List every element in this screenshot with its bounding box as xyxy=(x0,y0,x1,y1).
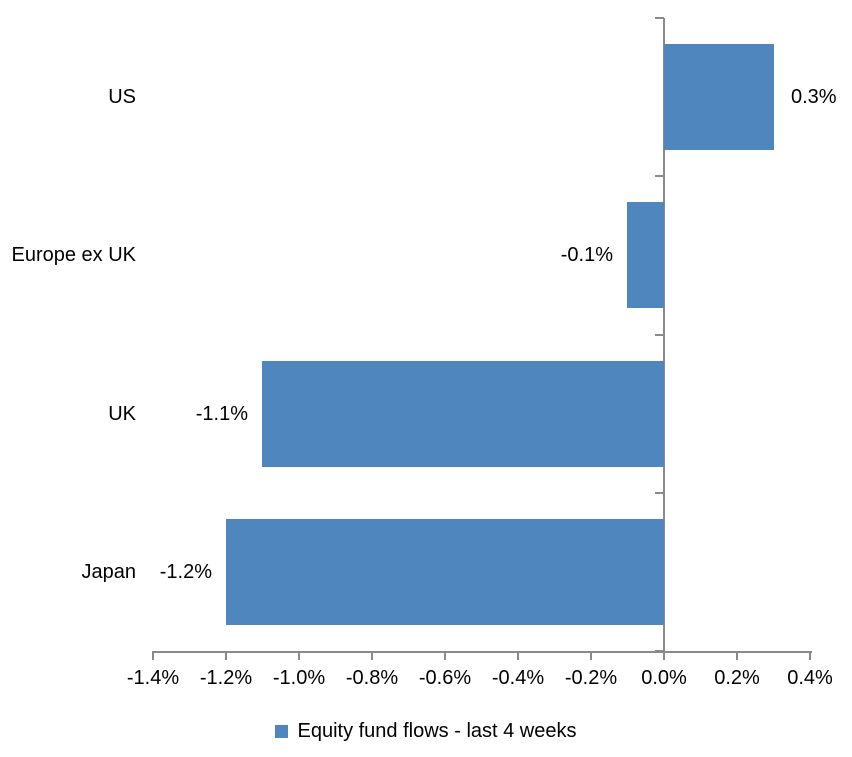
x-axis-tick-label: 0.4% xyxy=(787,667,833,689)
x-axis-tick-label: -1.0% xyxy=(272,667,326,689)
bar xyxy=(262,361,664,467)
y-axis-tick-mark xyxy=(655,334,664,336)
x-axis-tick-mark xyxy=(736,651,738,660)
data-label: -1.1% xyxy=(195,403,248,425)
x-axis-tick-label: 0.2% xyxy=(714,667,760,689)
data-label: -1.2% xyxy=(159,561,212,583)
y-axis-tick-mark xyxy=(655,492,664,494)
x-axis-line xyxy=(152,651,812,653)
category-label: US xyxy=(108,86,136,108)
x-axis-tick-mark xyxy=(225,651,227,660)
x-axis-tick-label: -0.2% xyxy=(564,667,618,689)
bar xyxy=(664,44,774,150)
x-axis-tick-mark xyxy=(444,651,446,660)
x-axis-tick-mark xyxy=(809,651,811,660)
x-axis-tick-mark xyxy=(371,651,373,660)
x-axis-tick-label: 0.0% xyxy=(641,667,687,689)
bar xyxy=(627,202,664,308)
legend-swatch-icon xyxy=(275,724,289,738)
y-axis-line xyxy=(663,18,665,660)
data-label: -0.1% xyxy=(560,244,613,266)
category-label: Europe ex UK xyxy=(11,244,136,266)
x-axis-tick-label: -0.6% xyxy=(418,667,472,689)
y-axis-tick-mark xyxy=(655,650,664,652)
x-axis-tick-mark xyxy=(590,651,592,660)
x-axis-tick-label: -1.2% xyxy=(199,667,253,689)
legend-label: Equity fund flows - last 4 weeks xyxy=(297,719,577,742)
y-axis-tick-mark xyxy=(655,175,664,177)
bar xyxy=(226,519,664,625)
x-axis-tick-label: -0.4% xyxy=(491,667,545,689)
y-axis-tick-mark xyxy=(655,17,664,19)
category-label: Japan xyxy=(81,561,137,583)
legend: Equity fund flows - last 4 weeks xyxy=(0,717,852,745)
x-axis-tick-mark xyxy=(298,651,300,660)
x-axis-tick-label: -0.8% xyxy=(345,667,399,689)
x-axis-tick-label: -1.4% xyxy=(126,667,180,689)
x-axis-tick-mark xyxy=(663,651,665,660)
category-label: UK xyxy=(108,403,136,425)
data-label: 0.3% xyxy=(791,86,837,108)
x-axis-tick-mark xyxy=(152,651,154,660)
x-axis-tick-mark xyxy=(517,651,519,660)
